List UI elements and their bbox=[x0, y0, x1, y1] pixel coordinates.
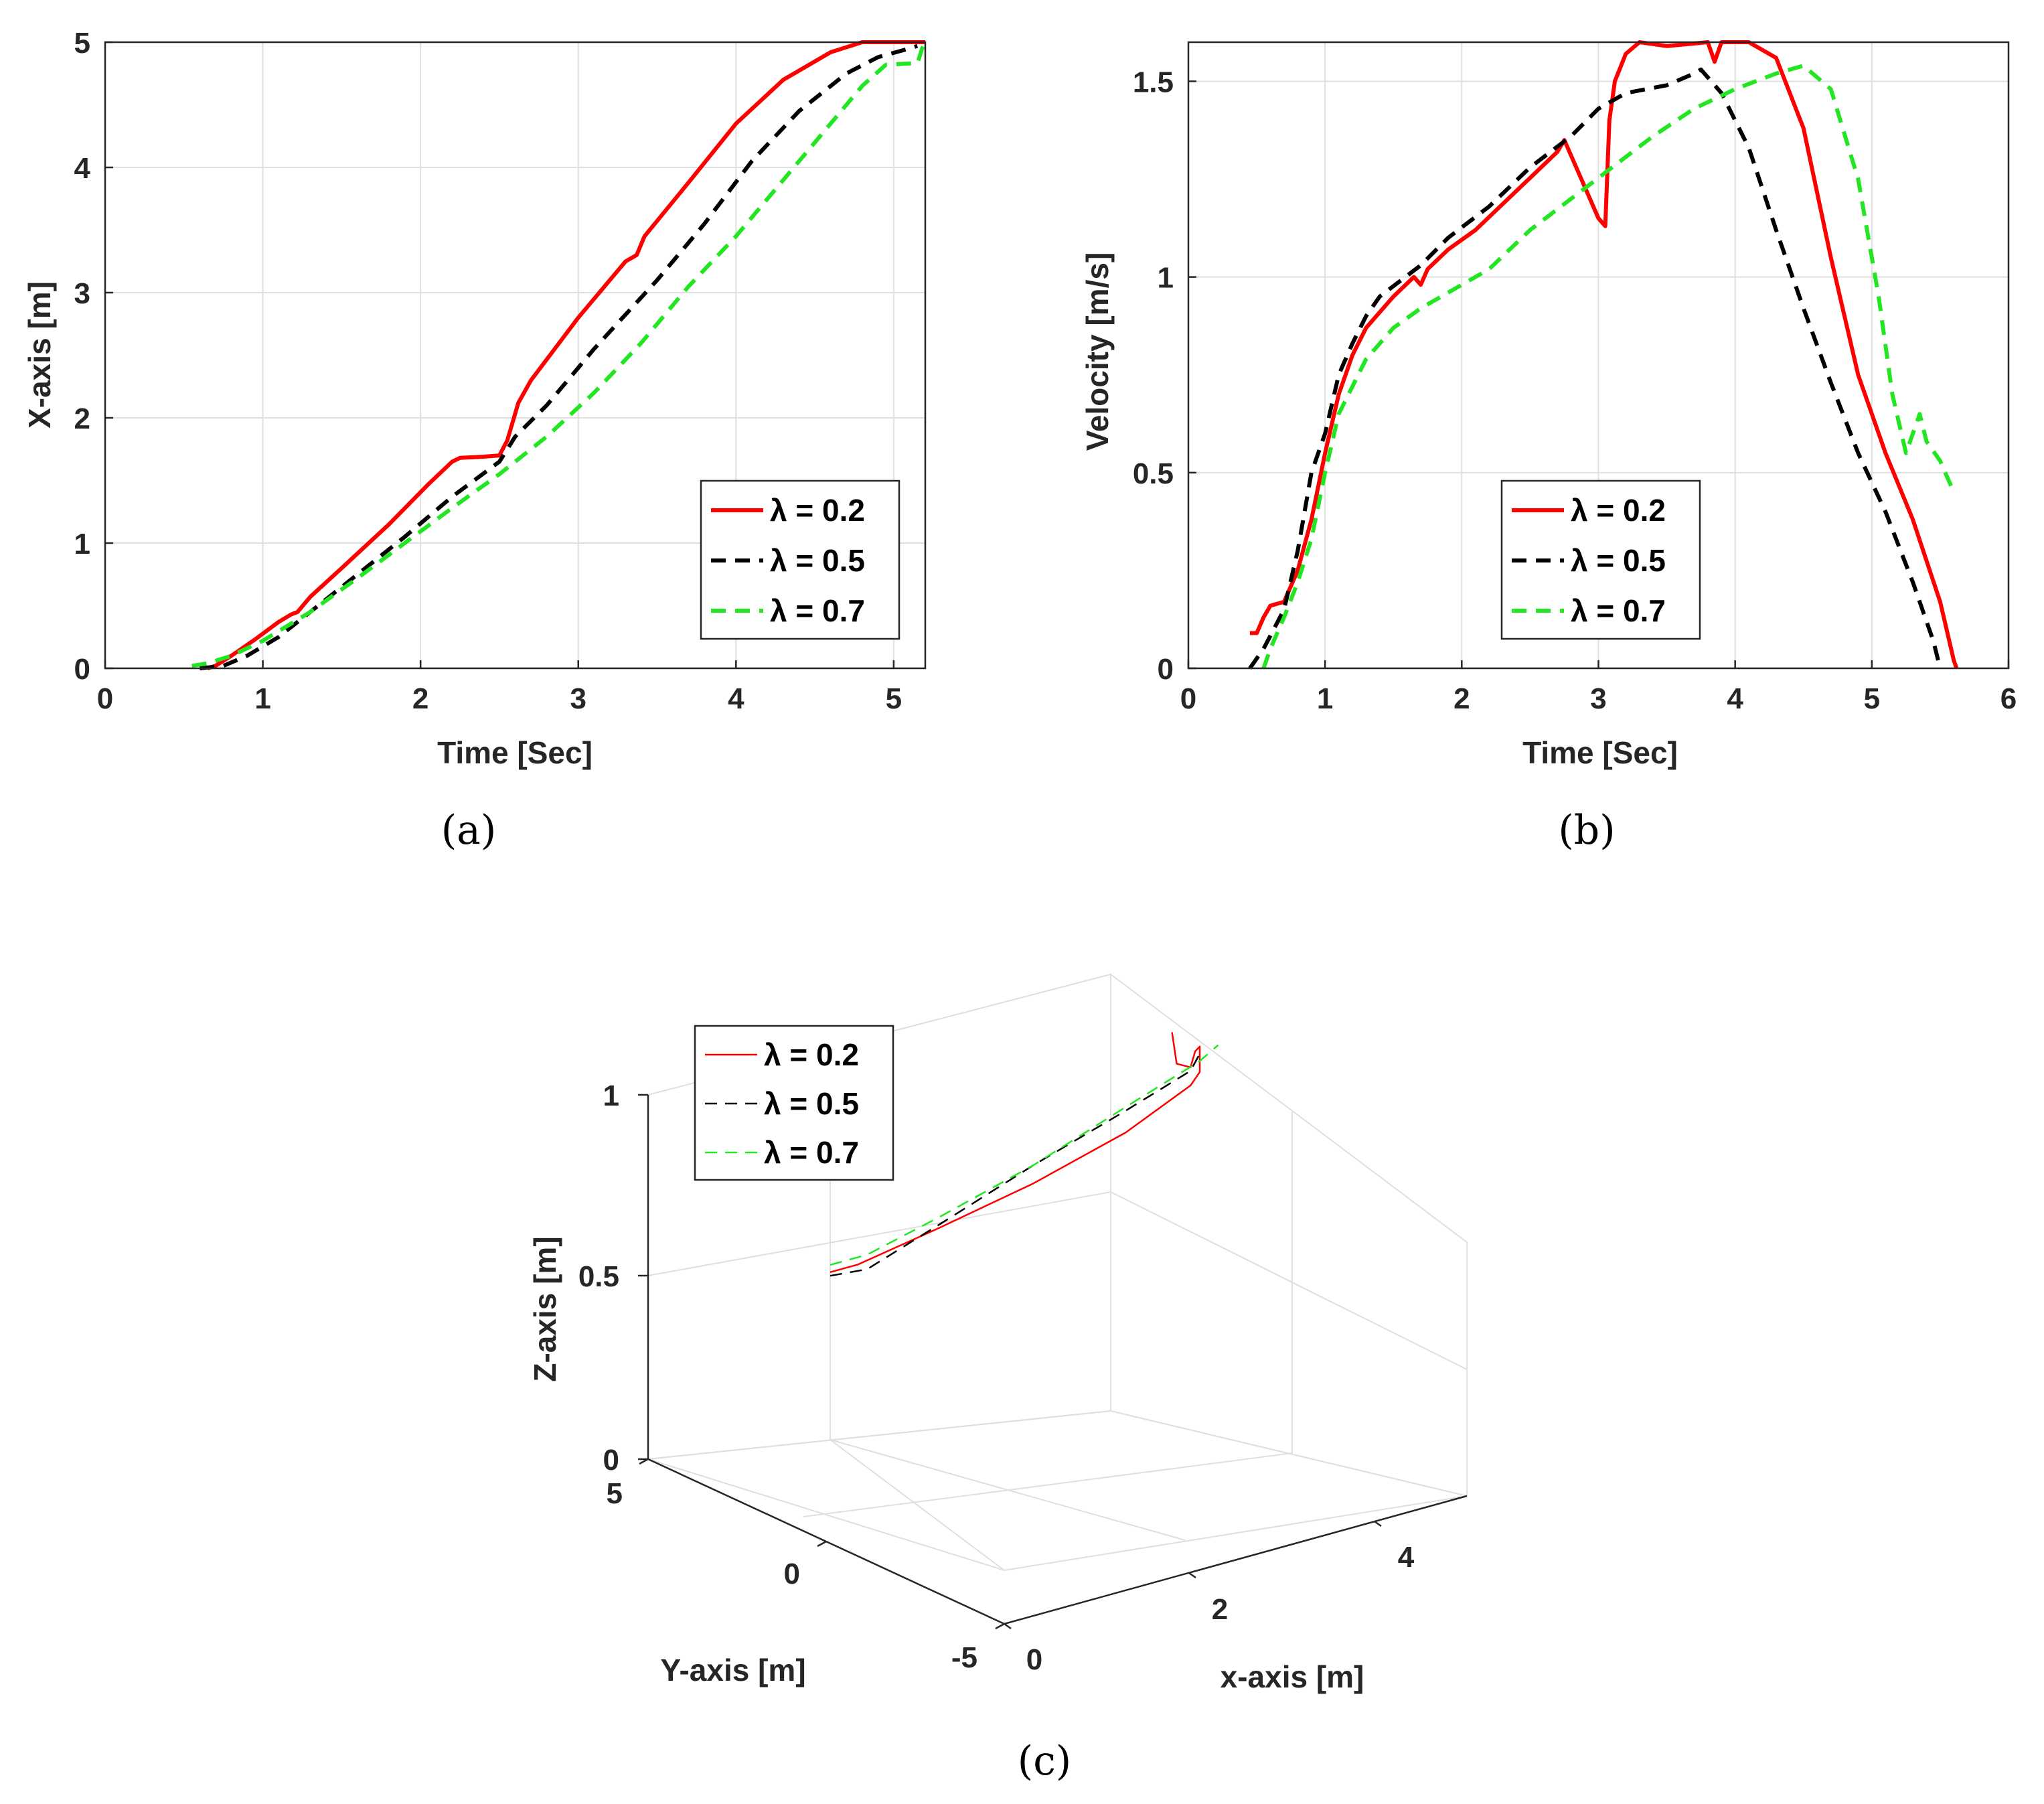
y-tick-label-a-2: 2 bbox=[74, 402, 90, 435]
series-line-a-1 bbox=[199, 44, 919, 670]
panel-c: 0 0.5 1 -5 0 5 0 2 4 Z-axis [m] Y-axis [… bbox=[528, 972, 1468, 1785]
floor bbox=[647, 1410, 1468, 1572]
series-line-a-0 bbox=[207, 40, 925, 670]
y-axis-label-c: Y-axis [m] bbox=[660, 1653, 805, 1687]
y-tick-label-b-1: 0.5 bbox=[1133, 457, 1174, 490]
legend-label-a-0: λ = 0.2 bbox=[770, 493, 865, 528]
series-line-c-2 bbox=[830, 1044, 1219, 1266]
x-tick-label-a-2: 2 bbox=[412, 682, 428, 715]
series-line-a-2 bbox=[191, 41, 927, 668]
legend-label-b-0: λ = 0.2 bbox=[1571, 493, 1666, 528]
y-tick-label-b-2: 1 bbox=[1158, 262, 1174, 295]
legend-label-c-1: λ = 0.5 bbox=[764, 1086, 859, 1121]
grid-c-4 bbox=[830, 1439, 1005, 1571]
legend-label-a-2: λ = 0.7 bbox=[770, 593, 865, 628]
y-tick-0 bbox=[639, 1458, 649, 1465]
y-tick-label-b-3: 1.5 bbox=[1133, 66, 1174, 98]
y-tick-label-2: 5 bbox=[607, 1477, 623, 1510]
legend-c: λ = 0.2 λ = 0.5 λ = 0.7 bbox=[694, 1025, 894, 1181]
grid-c-5 bbox=[803, 1452, 1293, 1517]
y-tick-label-a-3: 3 bbox=[74, 277, 90, 310]
legend-label-c-0: λ = 0.2 bbox=[764, 1037, 859, 1072]
z-tick-label-1: 0.5 bbox=[578, 1260, 619, 1293]
x-tick-label-a-5: 5 bbox=[886, 682, 902, 715]
caption-a: (a) bbox=[441, 807, 497, 854]
x-tick-label-b-5: 5 bbox=[1864, 682, 1880, 715]
x-tick-label-2: 4 bbox=[1398, 1541, 1415, 1574]
x-tick-0 bbox=[1004, 1623, 1012, 1630]
y-tick-label-a-1: 1 bbox=[74, 528, 90, 560]
legend-label-b-2: λ = 0.7 bbox=[1571, 593, 1666, 628]
x-tick-label-a-4: 4 bbox=[728, 682, 744, 715]
legend-label-c-2: λ = 0.7 bbox=[764, 1135, 859, 1170]
legend-label-b-1: λ = 0.5 bbox=[1571, 543, 1666, 578]
x-tick-label-a-1: 1 bbox=[254, 682, 270, 715]
panel-a: 0 1 2 3 4 5 0 1 2 3 4 5 Time [Sec] X-axis [m] λ = 0… bbox=[22, 27, 927, 854]
x-tick-label-b-1: 1 bbox=[1317, 682, 1333, 715]
back-wall-xz bbox=[1110, 972, 1468, 1497]
panel-b: 0 1 2 3 4 5 6 0 0.5 1 1.5 Time [Sec] Velocity [m/s… bbox=[1080, 40, 2017, 854]
y-tick-label-b-0: 0 bbox=[1158, 653, 1174, 686]
y-tick-1 bbox=[817, 1540, 827, 1548]
x-tick-label-0: 0 bbox=[1026, 1643, 1042, 1676]
axes-box-a bbox=[104, 41, 927, 670]
x-tick-label-b-0: 0 bbox=[1180, 682, 1196, 715]
series-line-c-0 bbox=[830, 1032, 1201, 1274]
z-tick-label-2: 1 bbox=[603, 1079, 619, 1112]
x-tick-label-b-2: 2 bbox=[1453, 682, 1470, 715]
y-tick-label-a-4: 4 bbox=[74, 152, 91, 185]
y-tick-2 bbox=[995, 1623, 1005, 1630]
z-tick-label-0: 0 bbox=[603, 1444, 619, 1477]
x-tick-label-b-4: 4 bbox=[1727, 682, 1743, 715]
series-a bbox=[191, 40, 927, 670]
legend-a: λ = 0.2 λ = 0.5 λ = 0.7 bbox=[700, 479, 900, 640]
ticks-b: 0 1 2 3 4 5 6 0 0.5 1 1.5 bbox=[1133, 66, 2017, 715]
grid-c-1 bbox=[1110, 1191, 1468, 1370]
x-tick-label-a-0: 0 bbox=[97, 682, 113, 715]
grid-c-6 bbox=[830, 1439, 1186, 1541]
x-axis-label-b: Time [Sec] bbox=[1522, 735, 1678, 770]
y-tick-label-0: -5 bbox=[951, 1641, 977, 1674]
x-tick-label-1: 2 bbox=[1212, 1593, 1228, 1626]
legend-box-a bbox=[700, 479, 900, 640]
y-axis-label-a: X-axis [m] bbox=[22, 281, 57, 429]
series-line-b-0 bbox=[1249, 40, 1959, 669]
legend-label-a-1: λ = 0.5 bbox=[770, 543, 865, 578]
x-axis-line bbox=[1004, 1495, 1468, 1625]
x-tick-label-a-3: 3 bbox=[570, 682, 586, 715]
ticks-a: 0 1 2 3 4 5 0 1 2 3 4 5 bbox=[74, 27, 902, 715]
caption-c: (c) bbox=[1018, 1738, 1071, 1785]
series-c bbox=[830, 1032, 1219, 1277]
x-tick-label-b-3: 3 bbox=[1590, 682, 1606, 715]
x-tick-2 bbox=[1374, 1520, 1382, 1527]
x-tick-1 bbox=[1188, 1572, 1196, 1579]
x-axis-label-a: Time [Sec] bbox=[437, 735, 593, 770]
series-line-b-1 bbox=[1248, 67, 1942, 670]
grid-c-0 bbox=[647, 1191, 1111, 1276]
z-axis-label: Z-axis [m] bbox=[528, 1236, 562, 1381]
series-line-b-2 bbox=[1261, 64, 1956, 669]
y-axis-label-b: Velocity [m/s] bbox=[1080, 252, 1115, 451]
caption-b: (b) bbox=[1558, 807, 1615, 854]
y-tick-label-a-0: 0 bbox=[74, 653, 90, 686]
x-axis-label-c: x-axis [m] bbox=[1221, 1659, 1364, 1694]
y-tick-label-a-5: 5 bbox=[74, 27, 90, 60]
x-tick-label-b-6: 6 bbox=[2000, 682, 2017, 715]
series-b bbox=[1248, 40, 1959, 670]
y-tick-label-1: 0 bbox=[784, 1558, 800, 1590]
legend-b: λ = 0.2 λ = 0.5 λ = 0.7 bbox=[1500, 479, 1701, 640]
legend-box-b bbox=[1500, 479, 1701, 640]
box-c bbox=[638, 972, 1468, 1630]
grid-a bbox=[104, 42, 925, 669]
